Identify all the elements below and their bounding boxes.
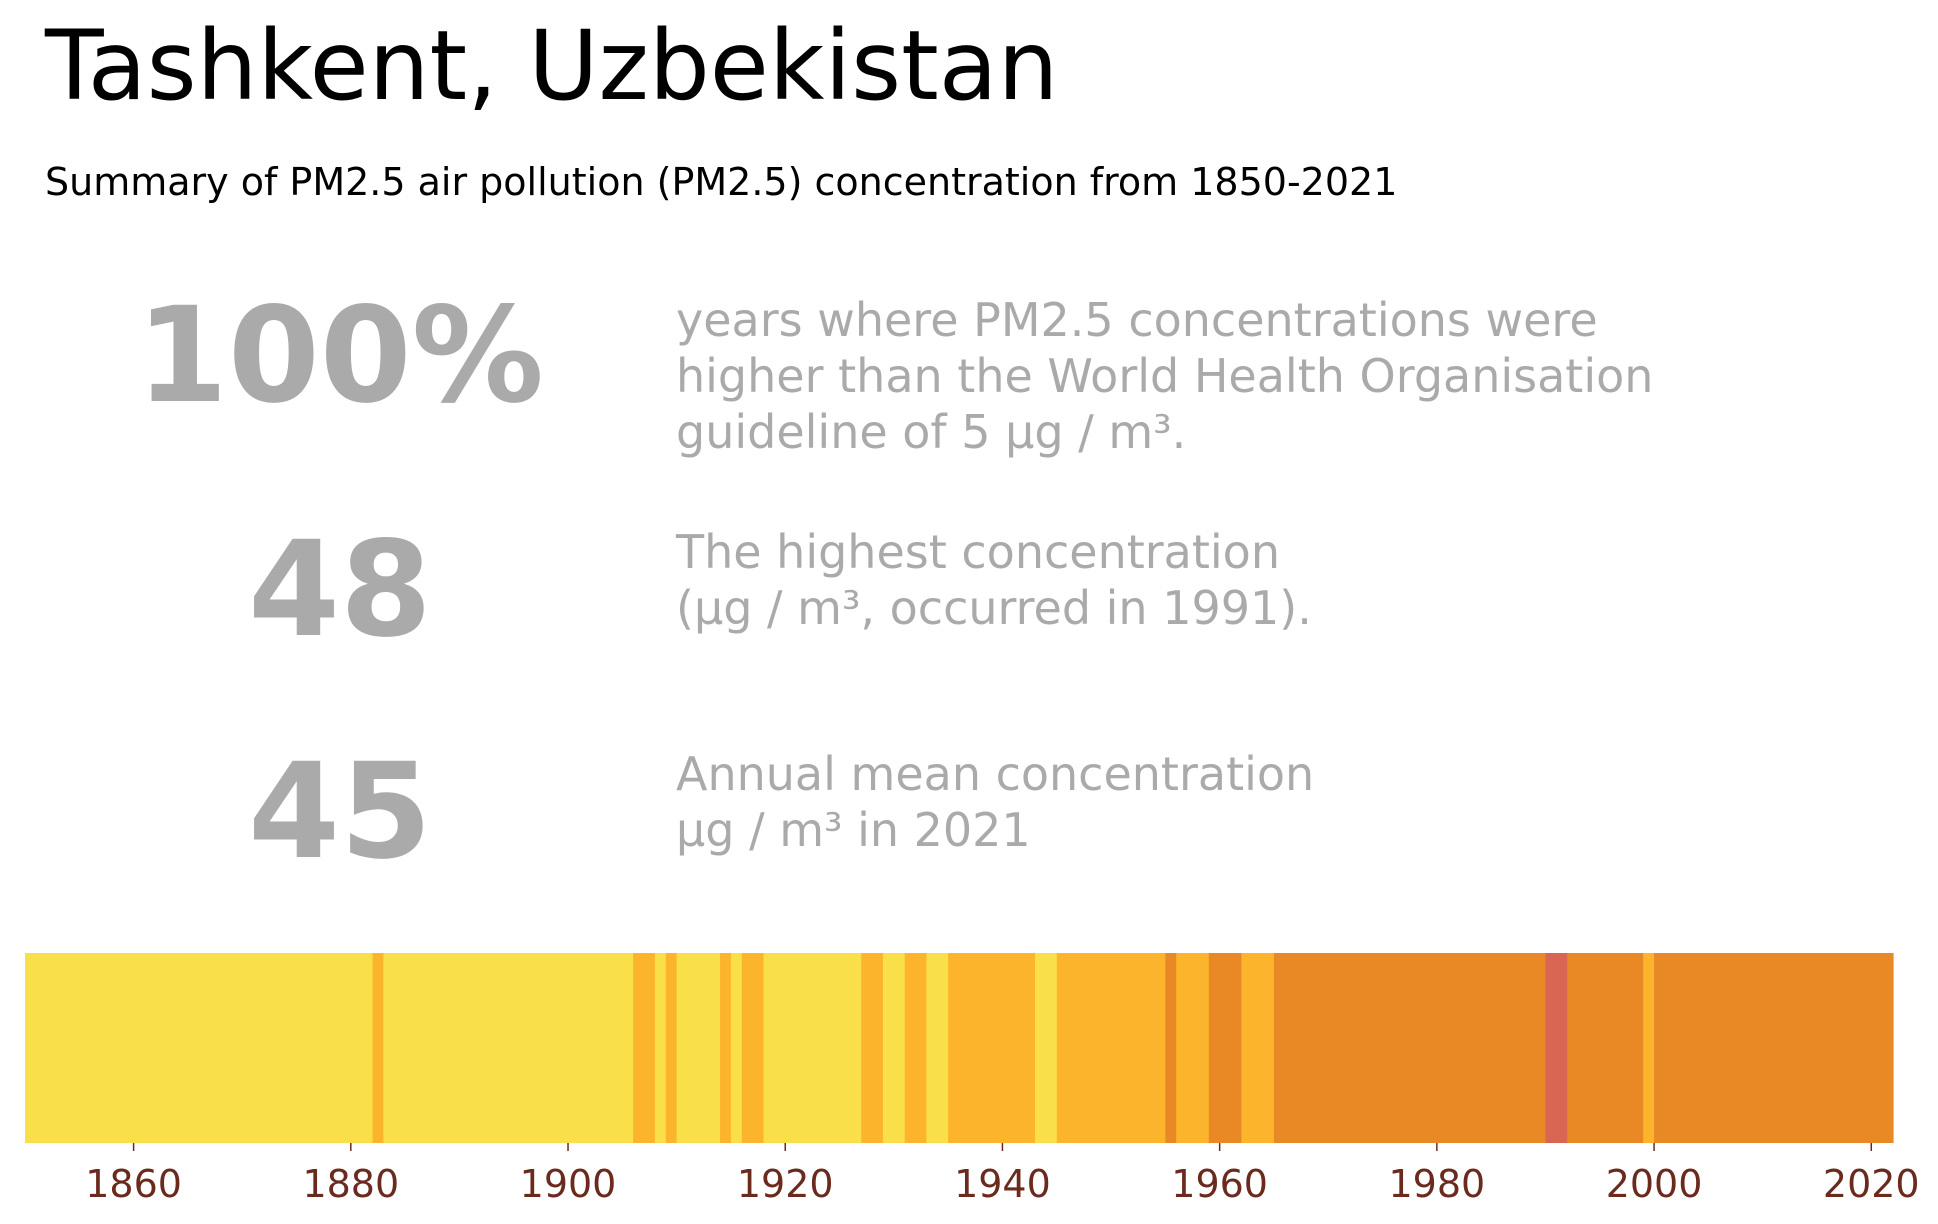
stripe-band-1909-1910 [665, 953, 678, 1143]
stat-description-years-above-guideline: years where PM2.5 concentrations were hi… [676, 293, 1654, 459]
stripe-band-2000-2022 [1654, 953, 1894, 1143]
page-subtitle: Summary of PM2.5 air pollution (PM2.5) c… [45, 160, 1398, 204]
x-tick-label-1860: 1860 [85, 1162, 182, 1206]
x-axis-ticks: 1860 1880 1900 1920 1940 1960 1980 2000 2020 [85, 1143, 1920, 1206]
stripe-band-1914-1915 [720, 953, 732, 1143]
stripe-band-1883-1906 [383, 953, 634, 1143]
x-tick-label-2000: 2000 [1606, 1162, 1703, 1206]
stripe-band-1927-1929 [861, 953, 884, 1143]
stripe-band-1915-1916 [730, 953, 743, 1143]
stripe-band-1908-1909 [654, 953, 667, 1143]
stripe-band-1999-2000 [1643, 953, 1655, 1143]
stat-description-highest-concentration: The highest concentration (µg / m³, occu… [676, 525, 1312, 635]
x-tick-label-1920: 1920 [737, 1162, 834, 1206]
stripe-band-1959-1962 [1208, 953, 1242, 1143]
stripe-band-1956-1959 [1176, 953, 1210, 1143]
stripe-band-1906-1908 [633, 953, 656, 1143]
stripe-band-1945-1955 [1056, 953, 1166, 1143]
stripe-band-1882-1883 [372, 953, 384, 1143]
stat-value-highest-concentration: 48 [248, 513, 432, 667]
x-tick-label-1960: 1960 [1171, 1162, 1268, 1206]
stripe-band-1962-1965 [1241, 953, 1275, 1143]
x-tick-label-1900: 1900 [520, 1162, 617, 1206]
stripe-band-1935-1943 [948, 953, 1036, 1143]
stripe-band-1990-1992 [1545, 953, 1568, 1143]
stripe-band-1910-1914 [676, 953, 721, 1143]
page-title: Tashkent, Uzbekistan [45, 10, 1059, 122]
stripe-band-1931-1933 [904, 953, 928, 1143]
stripe-band-1933-1935 [926, 953, 949, 1143]
stripe-band-1918-1927 [763, 953, 862, 1143]
x-tick-label-1880: 1880 [302, 1162, 399, 1206]
stripe-band-1992-1999 [1567, 953, 1644, 1143]
stripe-band-1929-1931 [882, 953, 906, 1143]
stripe-bands [25, 953, 1894, 1143]
stat-value-years-above-guideline: 100% [136, 279, 544, 433]
stripe-band-1916-1918 [741, 953, 765, 1143]
x-tick-label-1940: 1940 [954, 1162, 1051, 1206]
stat-value-annual-mean: 45 [248, 735, 432, 889]
stripe-band-1965-1990 [1273, 953, 1547, 1143]
stripe-band-1955-1956 [1165, 953, 1177, 1143]
x-tick-label-2020: 2020 [1823, 1162, 1920, 1206]
stripe-band-1943-1945 [1035, 953, 1058, 1143]
stat-description-annual-mean: Annual mean concentration µg / m³ in 202… [676, 747, 1315, 857]
stripe-band-1850-1882 [25, 953, 374, 1143]
x-tick-label-1980: 1980 [1389, 1162, 1486, 1206]
